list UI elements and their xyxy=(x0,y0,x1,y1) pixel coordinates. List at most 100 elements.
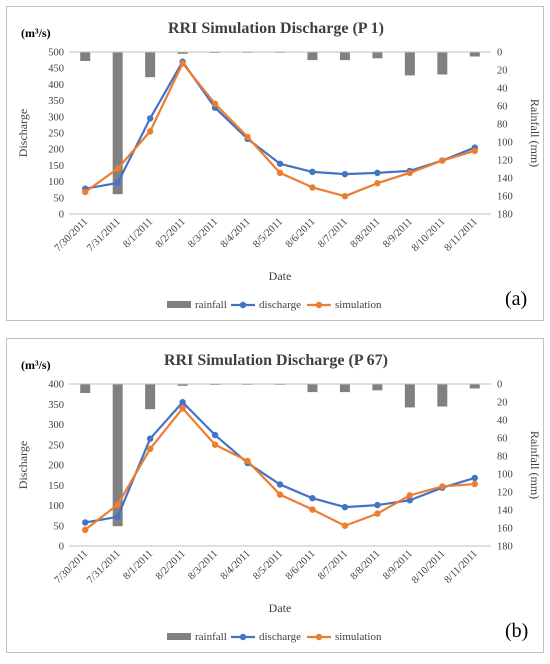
simulation-line xyxy=(84,407,475,531)
chart-panel-a: RRI Simulation Discharge (P 1) (m³/s) 0 50 1… xyxy=(6,6,544,321)
rainfall-bar xyxy=(372,384,383,391)
simulation-point xyxy=(179,405,186,412)
rainfall-bar xyxy=(437,384,448,407)
rainfall-bar xyxy=(469,384,480,389)
x-tick-label: 8/1/2011 xyxy=(121,548,155,582)
simulation-point xyxy=(439,157,446,164)
y2-tick-label: 60 xyxy=(497,434,508,445)
x-tick-label: 8/8/2011 xyxy=(349,216,383,250)
y-tick-label: 350 xyxy=(48,96,64,107)
x-axis-label: Date xyxy=(269,601,292,615)
rainfall-bar xyxy=(112,52,123,195)
y2-tick-label: 100 xyxy=(497,138,513,149)
x-tick-label: 8/4/2011 xyxy=(219,548,253,582)
x-tick-label: 8/7/2011 xyxy=(316,548,350,582)
legend-simulation-label: simulation xyxy=(335,631,382,643)
chart-panel-b: RRI Simulation Discharge (P 67) (m³/s) 0 50… xyxy=(6,338,544,653)
simulation-point xyxy=(374,180,381,187)
rainfall-bar xyxy=(80,52,91,61)
simulation-point xyxy=(146,128,154,135)
discharge-point xyxy=(82,519,89,526)
rainfall-bar xyxy=(145,52,156,78)
x-tick-label: 8/4/2011 xyxy=(219,216,253,250)
discharge-point xyxy=(471,474,478,482)
simulation-point xyxy=(439,483,446,490)
simulation-point xyxy=(82,526,89,533)
y2-tick-label: 100 xyxy=(497,470,513,481)
x-tick-label: 8/6/2011 xyxy=(284,216,318,250)
discharge-point xyxy=(276,481,284,488)
rainfall-bar xyxy=(112,384,123,527)
discharge-point xyxy=(374,501,381,509)
y-tick-label: 200 xyxy=(48,461,64,472)
y2-axis-label: Rainfall (mm) xyxy=(528,99,542,167)
simulation-point xyxy=(114,501,121,508)
rainfall-bar xyxy=(339,384,350,393)
rainfall-bar xyxy=(177,384,188,386)
rainfall-bar xyxy=(177,52,188,54)
x-tick-label: 8/2/2011 xyxy=(154,548,188,582)
y2-tick-label: 180 xyxy=(497,542,513,553)
y-tick-label: 50 xyxy=(54,521,65,532)
discharge-point xyxy=(114,513,121,521)
x-tick-label: 7/30/2011 xyxy=(53,216,91,254)
x-tick-label: 8/5/2011 xyxy=(251,548,285,582)
simulation-point xyxy=(82,188,89,196)
rainfall-bar xyxy=(372,52,383,59)
discharge-point xyxy=(211,431,219,439)
legend-simulation-marker xyxy=(315,633,323,641)
x-tick-label: 8/11/2011 xyxy=(443,216,480,253)
simulation-point xyxy=(276,169,284,177)
x-axis-label: Date xyxy=(269,269,292,283)
simulation-point xyxy=(406,169,414,177)
simulation-point xyxy=(179,60,186,67)
y-tick-label: 400 xyxy=(48,380,64,391)
discharge-point xyxy=(309,495,316,502)
simulation-point xyxy=(211,100,219,108)
x-tick-label: 8/10/2011 xyxy=(410,216,448,254)
legend-rainfall-label: rainfall xyxy=(195,631,227,643)
x-tick-label: 8/6/2011 xyxy=(284,548,318,582)
discharge-line xyxy=(85,401,476,524)
y-tick-label: 0 xyxy=(59,542,64,553)
y-tick-label: 250 xyxy=(48,129,64,140)
x-tick-label: 8/3/2011 xyxy=(186,548,220,582)
y2-tick-label: 160 xyxy=(497,524,513,535)
y2-axis-label: Rainfall (mm) xyxy=(528,431,542,499)
rainfall-bar xyxy=(404,384,415,408)
y2-tick-label: 60 xyxy=(497,102,508,113)
y2-tick-label: 80 xyxy=(497,120,508,131)
x-tick-label: 8/10/2011 xyxy=(410,548,448,586)
y2-tick-label: 0 xyxy=(497,48,502,59)
y-tick-label: 150 xyxy=(48,481,64,492)
y2-tick-label: 140 xyxy=(497,506,513,517)
y-tick-label: 300 xyxy=(48,112,64,123)
y2-tick-label: 0 xyxy=(497,380,502,391)
chart-title: RRI Simulation Discharge (P 67) xyxy=(164,352,388,369)
panel-label-a: (a) xyxy=(505,288,528,310)
x-tick-label: 7/31/2011 xyxy=(85,216,123,254)
discharge-point xyxy=(146,435,154,442)
simulation-point xyxy=(244,457,251,465)
simulation-point xyxy=(309,506,316,513)
rainfall-bar xyxy=(339,52,350,61)
y-tick-label: 250 xyxy=(48,440,64,451)
y-tick-label: 100 xyxy=(48,501,64,512)
legend-discharge-marker xyxy=(239,301,247,309)
x-tick-label: 7/31/2011 xyxy=(85,548,123,586)
x-tick-label: 8/8/2011 xyxy=(349,548,383,582)
rainfall-bar xyxy=(145,384,156,410)
simulation-point xyxy=(309,184,316,191)
y2-tick-label: 160 xyxy=(497,192,513,203)
x-tick-label: 8/3/2011 xyxy=(186,216,220,250)
y2-tick-label: 120 xyxy=(497,156,513,167)
discharge-point xyxy=(341,503,349,511)
y2-tick-label: 120 xyxy=(497,488,513,499)
y-tick-label: 400 xyxy=(48,80,64,91)
discharge-point xyxy=(114,179,121,187)
y2-tick-label: 140 xyxy=(497,174,513,185)
rainfall-bar xyxy=(307,52,318,61)
x-tick-label: 8/1/2011 xyxy=(121,216,155,250)
discharge-point xyxy=(276,160,284,167)
simulation-point xyxy=(471,480,478,488)
